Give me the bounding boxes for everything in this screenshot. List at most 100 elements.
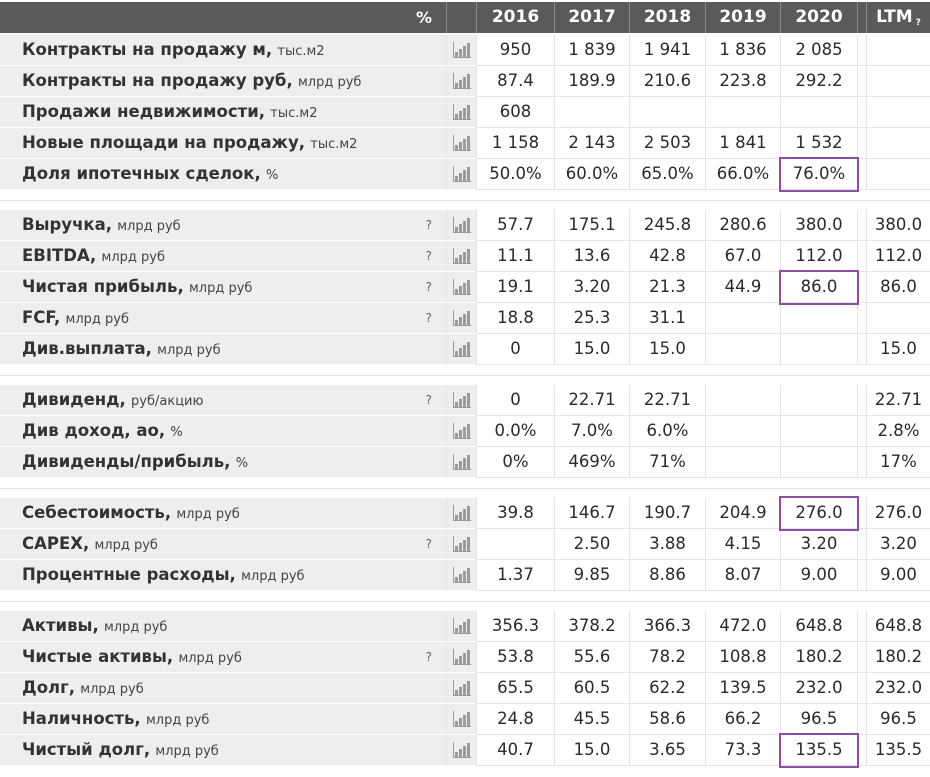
value-cell: 40.7 [476, 735, 554, 766]
value-cell: 190.7 [629, 498, 705, 529]
help-icon[interactable]: ? [425, 537, 432, 551]
help-icon[interactable]: ? [425, 280, 432, 294]
bar-chart-icon[interactable] [453, 166, 471, 182]
table-row: Долг, млрд руб 65.5 60.5 62.2 139.5 232.0 232.… [0, 673, 930, 704]
table-row: Выручка, млрд руб? 57.7 175.1 245.8 280.6 380… [0, 210, 930, 241]
metric-name: Процентные расходы, [22, 565, 236, 584]
value-cell: 86.0 [780, 272, 857, 303]
bar-chart-icon[interactable] [453, 217, 471, 233]
gap-cell [857, 529, 866, 560]
table-row: Дивиденды/прибыль, % 0% 469% 71% 17% [0, 447, 930, 478]
row-label: Процентные расходы, млрд руб [0, 560, 446, 591]
bar-chart-icon[interactable] [453, 536, 471, 552]
bar-chart-icon[interactable] [453, 248, 471, 264]
bar-chart-icon[interactable] [453, 618, 471, 634]
value-cell: 146.7 [554, 498, 629, 529]
bar-chart-icon[interactable] [453, 135, 471, 151]
metric-unit: млрд руб [103, 620, 168, 635]
bar-chart-icon[interactable] [453, 742, 471, 758]
value-cell: 60.5 [554, 673, 629, 704]
help-icon[interactable]: ? [425, 311, 432, 325]
value-cell: 0 [476, 334, 554, 365]
chart-cell [446, 35, 476, 66]
chart-cell [446, 241, 476, 272]
ltm-help-icon[interactable]: ? [915, 18, 921, 28]
gap-cell [857, 210, 866, 241]
bar-chart-icon[interactable] [453, 423, 471, 439]
value-cell: 472.0 [705, 611, 780, 642]
metric-unit: % [170, 425, 183, 440]
table-row: Себестоимость, млрд руб 39.8 146.7 190.7 204… [0, 498, 930, 529]
value-cell: 1 841 [705, 128, 780, 159]
chart-cell [446, 416, 476, 447]
chart-cell [446, 704, 476, 735]
metric-name: Новые площади на продажу, [22, 133, 305, 152]
bar-chart-icon[interactable] [453, 279, 471, 295]
bar-chart-icon[interactable] [453, 711, 471, 727]
metric-unit: млрд руб [157, 343, 221, 358]
bar-chart-icon[interactable] [453, 104, 471, 120]
value-cell: 1 532 [780, 128, 857, 159]
ltm-value-cell: 22.71 [866, 385, 930, 416]
metric-name: Дивиденды/прибыль, [22, 452, 231, 471]
gap-cell [857, 272, 866, 303]
value-cell: 180.2 [780, 642, 857, 673]
row-label: Контракты на продажу м, тыс.м2 [0, 35, 446, 66]
bar-chart-icon[interactable] [453, 42, 471, 58]
value-cell [780, 416, 857, 447]
row-label: FCF, млрд руб? [0, 303, 446, 334]
help-icon[interactable]: ? [425, 249, 432, 263]
metric-unit: млрд руб [241, 569, 305, 584]
bar-chart-icon[interactable] [453, 341, 471, 357]
table-row: CAPEX, млрд руб? 2.50 3.88 4.15 3.20 3.20 [0, 529, 930, 560]
value-cell: 112.0 [780, 241, 857, 272]
bar-chart-icon[interactable] [453, 505, 471, 521]
bar-chart-icon[interactable] [453, 680, 471, 696]
help-icon[interactable]: ? [425, 393, 432, 407]
metric-unit: млрд руб [155, 744, 219, 759]
chart-cell [446, 611, 476, 642]
header-gap [857, 2, 866, 33]
metric-unit: млрд руб [178, 651, 242, 666]
value-cell: 366.3 [629, 611, 705, 642]
ltm-value-cell: 648.8 [866, 611, 930, 642]
row-label: CAPEX, млрд руб? [0, 529, 446, 560]
help-icon[interactable]: ? [425, 218, 432, 232]
value-cell: 4.15 [705, 529, 780, 560]
gap-cell [857, 704, 866, 735]
value-cell: 9.85 [554, 560, 629, 591]
value-cell: 15.0 [629, 334, 705, 365]
metric-name: Наличность, [22, 709, 141, 728]
help-icon[interactable]: ? [425, 650, 432, 664]
value-cell [705, 97, 780, 128]
value-cell: 22.71 [554, 385, 629, 416]
table-row: Див.выплата, млрд руб 0 15.0 15.0 15.0 [0, 334, 930, 365]
chart-cell [446, 210, 476, 241]
value-cell: 21.3 [629, 272, 705, 303]
percent-toggle[interactable]: % [0, 2, 446, 33]
ltm-value-cell: 112.0 [866, 241, 930, 272]
table-header: % 2016 2017 2018 2019 2020 LTM? [0, 2, 930, 33]
value-cell: 67.0 [705, 241, 780, 272]
bar-chart-icon[interactable] [453, 649, 471, 665]
bar-chart-icon[interactable] [453, 392, 471, 408]
value-cell: 53.8 [476, 642, 554, 673]
gap-cell [857, 97, 866, 128]
row-label: Доля ипотечных сделок, % [0, 159, 446, 190]
value-cell: 189.9 [554, 66, 629, 97]
ltm-value-cell: 15.0 [866, 334, 930, 365]
value-cell: 2 503 [629, 128, 705, 159]
bar-chart-icon[interactable] [453, 310, 471, 326]
bar-chart-icon[interactable] [453, 454, 471, 470]
metric-unit: тыс.м2 [277, 44, 325, 59]
row-label: Чистые активы, млрд руб? [0, 642, 446, 673]
metric-unit: млрд руб [188, 281, 253, 296]
value-cell: 648.8 [780, 611, 857, 642]
bar-chart-icon[interactable] [453, 73, 471, 89]
value-cell: 15.0 [554, 334, 629, 365]
metric-unit: млрд руб [65, 312, 129, 327]
value-cell: 58.6 [629, 704, 705, 735]
section-spacer [0, 478, 930, 489]
value-cell: 356.3 [476, 611, 554, 642]
bar-chart-icon[interactable] [453, 567, 471, 583]
